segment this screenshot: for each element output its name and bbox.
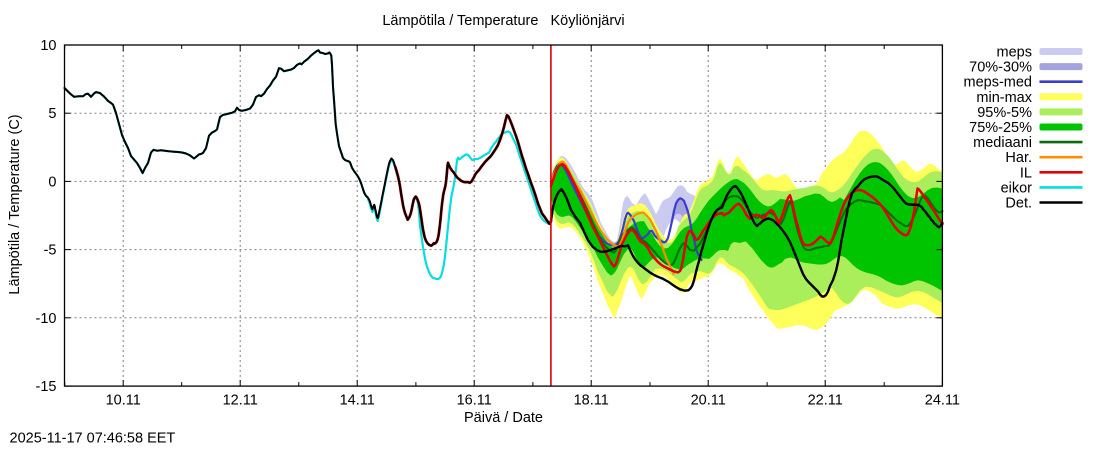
svg-text:-10: -10 <box>36 311 57 327</box>
svg-text:5: 5 <box>48 106 56 122</box>
svg-text:IL: IL <box>1020 165 1032 181</box>
svg-text:20.11: 20.11 <box>691 393 726 409</box>
svg-text:95%-5%: 95%-5% <box>977 105 1032 121</box>
svg-text:70%-30%: 70%-30% <box>969 60 1032 76</box>
svg-text:Lämpötila / Temperature (C): Lämpötila / Temperature (C) <box>7 114 23 294</box>
svg-text:10.11: 10.11 <box>106 393 141 409</box>
svg-text:18.11: 18.11 <box>574 393 609 409</box>
svg-text:-15: -15 <box>36 379 57 395</box>
svg-text:10: 10 <box>40 38 56 54</box>
svg-text:12.11: 12.11 <box>223 393 258 409</box>
svg-text:22.11: 22.11 <box>808 393 843 409</box>
svg-text:24.11: 24.11 <box>925 393 960 409</box>
svg-text:meps-med: meps-med <box>964 75 1033 91</box>
svg-text:eikor: eikor <box>1001 180 1033 196</box>
svg-text:min-max: min-max <box>976 90 1032 106</box>
svg-text:-5: -5 <box>44 243 57 259</box>
svg-text:75%-25%: 75%-25% <box>969 120 1032 136</box>
svg-text:2025-11-17 07:46:58 EET: 2025-11-17 07:46:58 EET <box>10 431 176 447</box>
svg-text:meps: meps <box>997 45 1032 61</box>
svg-text:14.11: 14.11 <box>340 393 375 409</box>
svg-text:Lämpötila / Temperature Köyl: Lämpötila / Temperature Köyliönjärvi <box>382 13 624 29</box>
svg-text:16.11: 16.11 <box>457 393 492 409</box>
svg-text:Det.: Det. <box>1005 196 1032 212</box>
svg-text:0: 0 <box>48 174 56 190</box>
svg-text:Har.: Har. <box>1005 150 1032 166</box>
svg-text:mediaani: mediaani <box>973 135 1032 151</box>
svg-text:Päivä / Date: Päivä / Date <box>464 410 543 426</box>
